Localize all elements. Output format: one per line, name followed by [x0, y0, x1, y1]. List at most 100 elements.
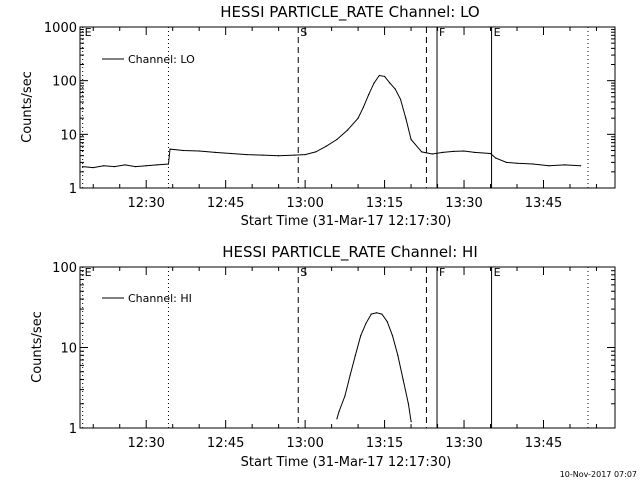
series-point	[360, 335, 362, 337]
generation-timestamp: 10-Nov-2017 07:07	[560, 470, 637, 479]
series-point	[346, 129, 349, 131]
series-point	[394, 88, 396, 90]
panel-lo-legend-label: Channel: LO	[128, 53, 195, 66]
series-point	[167, 163, 170, 165]
series-point	[463, 150, 465, 152]
x-tick-label: 13:15	[366, 196, 403, 211]
panel-lo-plot-frame	[79, 26, 616, 189]
panel-lo-y-ticks: 1 10 100 1000	[44, 21, 615, 197]
series-point	[389, 82, 391, 84]
series-point	[135, 166, 137, 168]
x-tick-label: 12:45	[207, 436, 244, 451]
series-point	[182, 149, 184, 152]
event-marker-label: E	[85, 266, 92, 279]
series-point	[381, 313, 383, 315]
series-point	[246, 154, 248, 156]
series-point	[373, 82, 375, 84]
series-point	[354, 354, 356, 356]
series-point	[293, 154, 296, 156]
panel-hi-title: HESSI PARTICLE_RATE Channel: HI	[222, 243, 478, 262]
series-point	[92, 167, 94, 169]
panel-lo-x-axis-label: Start Time (31-Mar-17 12:17:30)	[241, 214, 452, 229]
event-marker-label: F	[439, 266, 445, 279]
series-point	[357, 117, 359, 119]
series-point	[362, 106, 364, 108]
x-tick-label: 13:00	[286, 436, 323, 451]
series-point	[421, 151, 423, 153]
series-point	[278, 155, 280, 157]
series-point	[495, 157, 497, 159]
series-point	[304, 154, 306, 156]
series-point	[410, 421, 412, 423]
panel-lo-title: HESSI PARTICLE_RATE Channel: LO	[220, 3, 479, 22]
x-tick-label: 12:45	[207, 196, 244, 211]
y-tick-label: 1000	[44, 21, 77, 36]
series-point	[378, 74, 380, 77]
y-tick-label: 100	[52, 75, 77, 90]
series-point	[113, 166, 115, 168]
series-point	[262, 154, 264, 156]
series-point	[336, 138, 338, 141]
series-point	[370, 313, 372, 315]
panel-lo: HESSI PARTICLE_RATE Channel: LO E S F E 1 10…	[20, 3, 616, 229]
panel-hi: HESSI PARTICLE_RATE Channel: HI E S F E 1 10…	[30, 243, 616, 470]
event-marker-label: S	[300, 266, 307, 279]
panel-hi-series	[336, 312, 412, 423]
event-marker-label: S	[300, 26, 307, 39]
event-marker-label: E	[494, 266, 501, 279]
series-point	[548, 165, 550, 167]
x-tick-label: 12:30	[127, 196, 164, 211]
series-point	[365, 322, 367, 324]
panel-lo-x-ticks: 12:30 12:45 13:00 13:15 13:30 13:45	[92, 27, 597, 211]
series-line	[82, 74, 581, 169]
series-point	[386, 321, 388, 323]
event-marker-label: E	[494, 26, 501, 39]
series-point	[169, 148, 171, 150]
series-point	[452, 150, 454, 152]
series-point	[405, 117, 407, 119]
series-point	[564, 164, 566, 166]
x-tick-label: 13:45	[525, 196, 562, 211]
x-tick-label: 12:30	[127, 436, 164, 451]
series-point	[82, 166, 84, 168]
series-point	[338, 411, 340, 413]
y-tick-label: 10	[60, 342, 77, 357]
event-marker-label: E	[85, 26, 92, 39]
series-point	[410, 138, 412, 141]
series-point	[103, 165, 105, 167]
series-point	[505, 161, 507, 163]
series-point	[516, 162, 518, 164]
series-point	[325, 145, 327, 147]
panel-lo-y-axis-label: Counts/sec	[20, 71, 35, 143]
series-point	[145, 165, 147, 167]
panel-hi-x-axis-label: Start Time (31-Mar-17 12:17:30)	[241, 455, 452, 470]
series-point	[214, 151, 216, 153]
x-tick-label: 13:45	[525, 436, 562, 451]
x-tick-label: 13:30	[445, 196, 482, 211]
y-tick-label: 100	[52, 261, 77, 276]
panel-hi-x-ticks: 12:30 12:45 13:00 13:15 13:30 13:45	[92, 267, 597, 451]
series-line	[336, 312, 412, 422]
y-tick-label: 1	[69, 422, 77, 437]
series-point	[391, 335, 394, 337]
series-point	[407, 403, 409, 405]
panel-hi-y-ticks: 1 10 100	[52, 261, 615, 437]
series-point	[349, 374, 351, 376]
y-tick-label: 10	[60, 128, 77, 143]
series-point	[431, 153, 433, 155]
panel-lo-series	[82, 74, 582, 169]
series-point	[580, 165, 582, 167]
x-tick-label: 13:15	[366, 436, 403, 451]
series-point	[489, 152, 492, 155]
series-point	[384, 75, 386, 77]
event-marker-label: F	[439, 26, 445, 39]
series-point	[156, 164, 158, 166]
x-tick-label: 13:00	[286, 196, 323, 211]
series-point	[474, 151, 476, 153]
x-tick-label: 13:30	[445, 436, 482, 451]
series-point	[402, 378, 404, 381]
panel-hi-y-axis-label: Counts/sec	[30, 311, 45, 383]
